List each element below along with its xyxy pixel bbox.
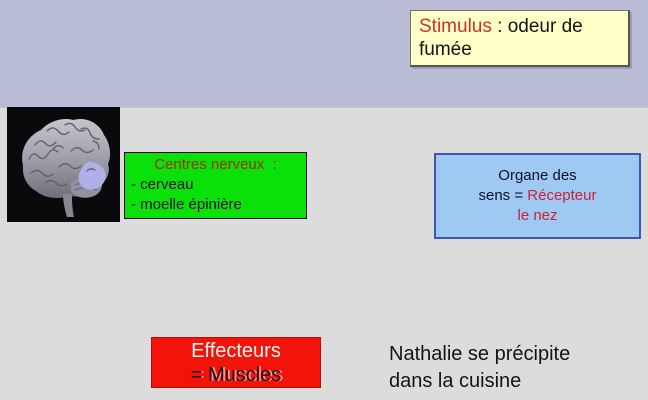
caption-line2: dans la cuisine (389, 370, 522, 392)
brain-image (7, 107, 120, 222)
centres-nerveux-title: Centres nerveux : (154, 156, 277, 173)
stimulus-box: Stimulus : odeur de fumée (410, 10, 630, 67)
organe-line3: le nez (517, 207, 558, 224)
response-caption: Nathalie se précipite dans la cuisine (389, 341, 570, 395)
organe-line2-black: sens = (478, 187, 528, 204)
effecteurs-line1: Effecteurs (191, 340, 281, 362)
organe-line2-red: Récepteur (527, 187, 597, 204)
effecteurs-box: Effecteurs = Muscles (151, 337, 321, 388)
centres-nerveux-box: Centres nerveux : - cerveau - moelle épi… (124, 152, 307, 219)
effecteurs-line2: = Muscles (190, 364, 282, 386)
caption-line1: Nathalie se précipite (389, 343, 571, 365)
organe-des-sens-box: Organe des sens = Récepteur le nez (434, 153, 641, 239)
organe-line2: sens = Récepteur (436, 186, 639, 206)
brain-lateral-icon (7, 107, 120, 222)
centres-nerveux-item-cerveau: - cerveau (131, 176, 194, 193)
stimulus-term: Stimulus (419, 16, 492, 37)
organe-line1: Organe des (498, 167, 577, 184)
stimulus-rest: : odeur de fumée (419, 16, 583, 60)
centres-nerveux-item-moelle: - moelle épinière (131, 196, 242, 213)
